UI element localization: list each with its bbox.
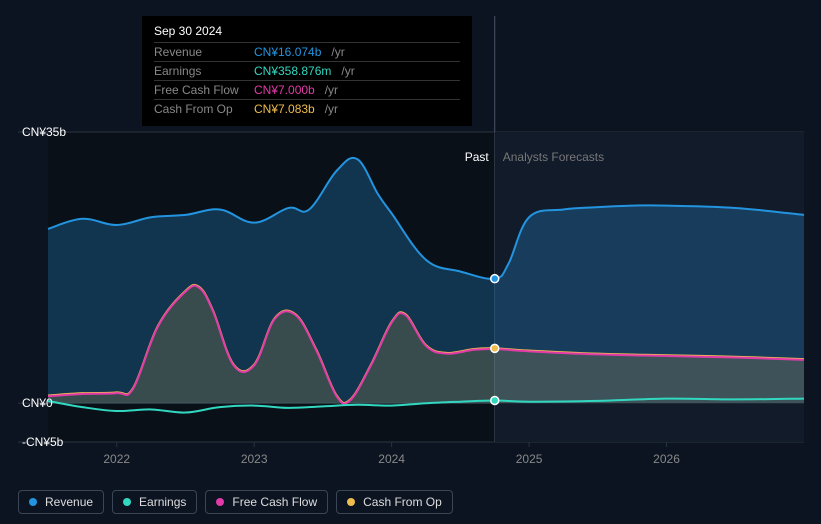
tooltip-row: Revenue CN¥16.074b /yr <box>154 42 460 61</box>
tooltip-row-label: Revenue <box>154 45 244 59</box>
tooltip-row-value: CN¥7.000b <box>254 83 315 97</box>
past-forecast-label: Past Analysts Forecasts <box>465 150 604 164</box>
tooltip-row-value: CN¥7.083b <box>254 102 315 116</box>
legend-item-label: Revenue <box>45 495 93 509</box>
tooltip-row-label: Cash From Op <box>154 102 244 116</box>
chart-legend: Revenue Earnings Free Cash Flow Cash From O… <box>18 490 453 514</box>
tooltip-row-unit: /yr <box>331 45 344 59</box>
x-axis-label: 2023 <box>241 452 268 466</box>
legend-item-free_cash_flow[interactable]: Free Cash Flow <box>205 490 328 514</box>
x-axis-label: 2025 <box>516 452 543 466</box>
legend-item-label: Free Cash Flow <box>232 495 317 509</box>
tooltip-row: Earnings CN¥358.876m /yr <box>154 61 460 80</box>
tooltip-row-label: Earnings <box>154 64 244 78</box>
forecast-label: Analysts Forecasts <box>503 150 604 164</box>
legend-dot-icon <box>29 498 37 506</box>
earnings-forecast-chart: CN¥35b CN¥0 -CN¥5b 2022 2023 2024 2025 2026 Past… <box>0 0 821 524</box>
y-axis-label: CN¥0 <box>22 396 53 410</box>
legend-item-revenue[interactable]: Revenue <box>18 490 104 514</box>
legend-dot-icon <box>347 498 355 506</box>
past-label: Past <box>465 150 489 164</box>
tooltip-row-unit: /yr <box>341 64 354 78</box>
x-axis-label: 2026 <box>653 452 680 466</box>
tooltip-row-label: Free Cash Flow <box>154 83 244 97</box>
legend-item-earnings[interactable]: Earnings <box>112 490 197 514</box>
legend-item-label: Earnings <box>139 495 186 509</box>
tooltip-row-unit: /yr <box>325 102 338 116</box>
x-axis-label: 2024 <box>378 452 405 466</box>
legend-dot-icon <box>216 498 224 506</box>
legend-item-label: Cash From Op <box>363 495 442 509</box>
marker-earnings <box>491 396 499 404</box>
marker-cash_from_op <box>491 344 499 352</box>
legend-dot-icon <box>123 498 131 506</box>
tooltip-row-unit: /yr <box>325 83 338 97</box>
chart-tooltip: Sep 30 2024RevenueCN¥16.074b /yrEarnings… <box>142 16 472 126</box>
tooltip-row-value: CN¥358.876m <box>254 64 331 78</box>
tooltip-row-value: CN¥16.074b <box>254 45 321 59</box>
marker-revenue <box>491 275 499 283</box>
y-axis-label: -CN¥5b <box>22 435 63 449</box>
legend-item-cash_from_op[interactable]: Cash From Op <box>336 490 453 514</box>
tooltip-date: Sep 30 2024 <box>154 24 460 38</box>
tooltip-row: Free Cash Flow CN¥7.000b /yr <box>154 80 460 99</box>
x-axis-label: 2022 <box>103 452 130 466</box>
y-axis-label: CN¥35b <box>22 125 66 139</box>
tooltip-row: Cash From Op CN¥7.083b /yr <box>154 99 460 118</box>
